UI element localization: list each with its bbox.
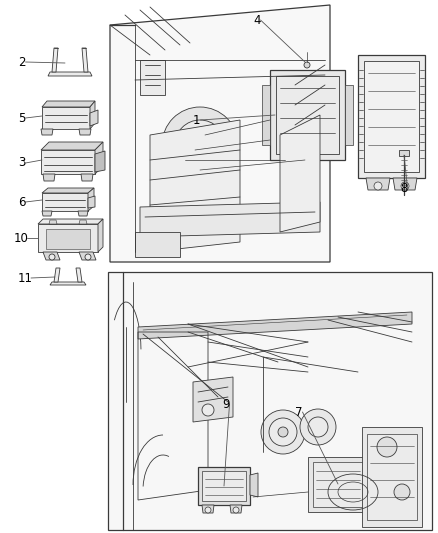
- Polygon shape: [42, 188, 94, 193]
- Circle shape: [233, 507, 239, 513]
- Text: 9: 9: [222, 398, 230, 410]
- Text: 7: 7: [295, 406, 303, 418]
- Polygon shape: [42, 193, 88, 211]
- Polygon shape: [202, 505, 214, 513]
- Polygon shape: [95, 151, 105, 172]
- Circle shape: [278, 427, 288, 437]
- Text: 11: 11: [18, 271, 33, 285]
- Circle shape: [190, 135, 210, 155]
- Text: 1: 1: [193, 114, 201, 126]
- Polygon shape: [110, 5, 330, 262]
- Bar: [313, 462, 363, 507]
- Polygon shape: [135, 232, 180, 257]
- Polygon shape: [48, 72, 92, 76]
- Polygon shape: [41, 142, 103, 150]
- Circle shape: [377, 437, 397, 457]
- Polygon shape: [193, 377, 233, 422]
- Polygon shape: [50, 282, 86, 285]
- Circle shape: [269, 418, 297, 446]
- Polygon shape: [79, 220, 87, 224]
- Polygon shape: [98, 219, 103, 252]
- Circle shape: [85, 254, 91, 260]
- Polygon shape: [140, 60, 165, 95]
- Polygon shape: [54, 268, 60, 282]
- Polygon shape: [90, 110, 98, 126]
- Circle shape: [374, 182, 382, 190]
- Bar: [399, 150, 409, 156]
- Polygon shape: [345, 85, 353, 145]
- Circle shape: [162, 107, 238, 183]
- Polygon shape: [76, 268, 82, 282]
- Polygon shape: [42, 211, 52, 216]
- Polygon shape: [81, 174, 93, 181]
- Polygon shape: [42, 107, 90, 129]
- Text: 10: 10: [14, 231, 29, 245]
- Polygon shape: [42, 101, 95, 107]
- Text: 8: 8: [400, 182, 407, 195]
- Circle shape: [304, 62, 310, 68]
- Circle shape: [205, 507, 211, 513]
- Circle shape: [394, 484, 410, 500]
- Bar: [367, 434, 417, 520]
- Polygon shape: [43, 174, 55, 181]
- Bar: [364, 61, 419, 172]
- Circle shape: [175, 120, 225, 170]
- Circle shape: [261, 410, 305, 454]
- Polygon shape: [150, 120, 240, 252]
- Polygon shape: [52, 48, 58, 72]
- Polygon shape: [95, 142, 103, 174]
- Circle shape: [401, 182, 409, 190]
- Polygon shape: [79, 129, 91, 135]
- Text: 4: 4: [253, 13, 261, 27]
- Polygon shape: [108, 272, 432, 530]
- Circle shape: [300, 409, 336, 445]
- Bar: [276, 76, 339, 154]
- Polygon shape: [79, 252, 96, 260]
- Polygon shape: [230, 505, 242, 513]
- Polygon shape: [138, 312, 412, 339]
- Polygon shape: [38, 224, 98, 252]
- Text: 6: 6: [18, 196, 25, 208]
- Circle shape: [49, 254, 55, 260]
- Bar: [46, 229, 90, 249]
- Polygon shape: [41, 150, 95, 174]
- Polygon shape: [49, 220, 57, 224]
- Polygon shape: [43, 252, 60, 260]
- Text: 2: 2: [18, 55, 25, 69]
- Polygon shape: [78, 211, 88, 216]
- Polygon shape: [38, 219, 103, 224]
- Polygon shape: [280, 115, 320, 232]
- Polygon shape: [198, 467, 250, 505]
- Circle shape: [202, 404, 214, 416]
- Polygon shape: [250, 473, 258, 497]
- Polygon shape: [358, 55, 425, 178]
- Polygon shape: [140, 202, 320, 237]
- Polygon shape: [393, 178, 417, 190]
- Polygon shape: [262, 85, 270, 145]
- Text: 3: 3: [18, 157, 25, 169]
- Polygon shape: [308, 457, 368, 512]
- Bar: [202, 471, 246, 501]
- Polygon shape: [90, 101, 95, 129]
- Polygon shape: [82, 48, 88, 72]
- Circle shape: [308, 417, 328, 437]
- Text: 5: 5: [18, 111, 25, 125]
- Polygon shape: [270, 70, 345, 160]
- Polygon shape: [366, 178, 390, 190]
- Polygon shape: [88, 196, 95, 208]
- Polygon shape: [41, 129, 53, 135]
- Bar: [362, 427, 422, 527]
- Polygon shape: [88, 188, 94, 211]
